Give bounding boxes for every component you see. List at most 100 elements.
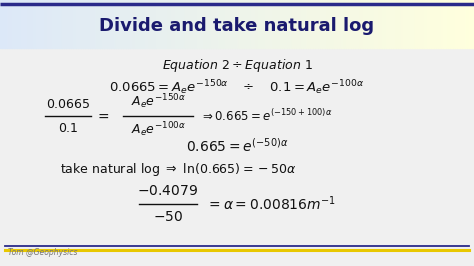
Bar [145,0,147,48]
Bar [365,0,367,48]
Bar [310,0,313,48]
Text: Divide and take natural log: Divide and take natural log [100,17,374,35]
Bar [33,0,36,48]
Bar [280,0,282,48]
Bar [40,0,43,48]
Bar [308,0,310,48]
Bar [419,0,422,48]
Bar [85,0,88,48]
Bar [322,0,325,48]
Bar [348,0,351,48]
Bar [149,0,152,48]
Bar [353,0,356,48]
Bar [142,0,145,48]
Bar [422,0,424,48]
Bar [356,0,358,48]
Bar [438,0,441,48]
Bar [133,0,135,48]
Bar [457,0,460,48]
Bar [45,0,47,48]
Bar [408,0,410,48]
Bar [448,0,450,48]
Bar [318,0,320,48]
Bar [254,0,256,48]
Bar [436,0,438,48]
Bar [446,0,448,48]
Bar [289,0,292,48]
Bar [66,0,69,48]
Bar [417,0,419,48]
Bar [192,0,194,48]
Bar [265,0,268,48]
Bar [128,0,130,48]
Bar [367,0,370,48]
Bar [415,0,417,48]
Bar [173,0,175,48]
Bar [284,0,287,48]
Bar [211,0,213,48]
Bar [391,0,393,48]
Bar [197,0,199,48]
Bar [69,0,71,48]
Bar [204,0,206,48]
Bar [185,0,187,48]
Bar [95,0,97,48]
Bar [31,0,33,48]
Bar [453,0,455,48]
Bar [427,0,429,48]
Bar [111,0,114,48]
Bar [393,0,396,48]
Bar [71,0,73,48]
Bar [320,0,322,48]
Bar [102,0,104,48]
Bar [7,0,9,48]
Bar [171,0,173,48]
Bar [379,0,382,48]
Bar [88,0,90,48]
Bar [59,0,62,48]
Bar [337,0,339,48]
Bar [303,0,306,48]
Bar [301,0,303,48]
Bar [299,0,301,48]
Bar [38,0,40,48]
Bar [313,0,315,48]
Bar [156,0,159,48]
Bar [469,0,472,48]
Bar [161,0,164,48]
Bar [370,0,372,48]
Bar [168,0,171,48]
Bar [135,0,137,48]
Bar [261,0,263,48]
Bar [410,0,412,48]
Bar [178,0,180,48]
Text: $0.665 = e^{(-50)\alpha}$: $0.665 = e^{(-50)\alpha}$ [186,137,288,155]
Bar [228,0,230,48]
Bar [377,0,379,48]
Bar [277,0,280,48]
Bar [81,0,83,48]
Text: $A_e e^{-100\alpha}$: $A_e e^{-100\alpha}$ [130,121,185,139]
Bar [465,0,467,48]
Bar [287,0,289,48]
Bar [126,0,128,48]
Bar [78,0,81,48]
Bar [220,0,223,48]
Bar [358,0,360,48]
Text: $\Rightarrow 0.665 = e^{(-150+100)\alpha}$: $\Rightarrow 0.665 = e^{(-150+100)\alpha… [200,108,332,124]
Bar [216,0,218,48]
Bar [180,0,182,48]
Bar [50,0,52,48]
Bar [294,0,296,48]
Bar [52,0,55,48]
Bar [401,0,403,48]
Bar [327,0,329,48]
Bar [244,0,246,48]
Bar [429,0,431,48]
Bar [123,0,126,48]
Bar [114,0,116,48]
Bar [256,0,258,48]
Bar [100,0,102,48]
Bar [332,0,334,48]
Bar [19,0,21,48]
